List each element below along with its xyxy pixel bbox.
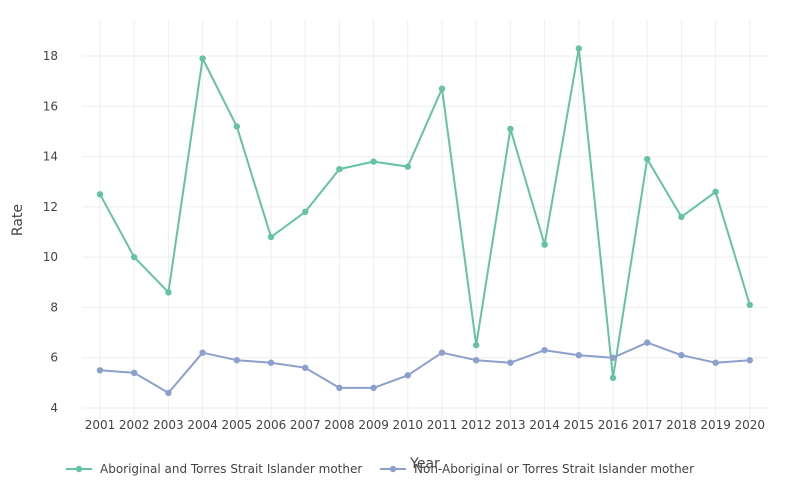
- data-point[interactable]: [575, 45, 582, 52]
- data-point[interactable]: [712, 359, 719, 366]
- data-point[interactable]: [473, 357, 480, 364]
- data-point[interactable]: [233, 357, 240, 364]
- y-tick-label: 8: [50, 300, 58, 314]
- x-tick-label: 2012: [461, 418, 492, 432]
- y-tick-label: 10: [43, 250, 58, 264]
- x-axis-title: Year: [409, 456, 440, 472]
- data-point[interactable]: [199, 349, 206, 356]
- data-point[interactable]: [404, 372, 411, 379]
- data-point[interactable]: [473, 341, 480, 349]
- legend: Aboriginal and Torres Strait Islander mo…: [66, 462, 694, 476]
- data-point[interactable]: [302, 364, 309, 371]
- y-axis-title: Rate: [10, 204, 26, 236]
- x-tick-label: 2008: [324, 418, 355, 432]
- y-tick-label: 4: [50, 401, 58, 415]
- x-tick-label: 2011: [427, 418, 458, 432]
- y-axis-ticks: 4 6 8 10 12 14 16 18: [43, 49, 58, 415]
- x-tick-label: 2004: [187, 418, 218, 432]
- data-point[interactable]: [267, 359, 275, 366]
- data-point[interactable]: [644, 155, 651, 163]
- data-point[interactable]: [609, 354, 617, 361]
- data-point[interactable]: [575, 352, 582, 359]
- y-tick-label: 14: [43, 150, 58, 164]
- x-tick-label: 2009: [358, 418, 389, 432]
- data-point[interactable]: [233, 123, 240, 130]
- data-point[interactable]: [370, 158, 377, 165]
- data-point[interactable]: [712, 188, 719, 195]
- series-line-0: [99, 47, 751, 379]
- data-point[interactable]: [165, 289, 172, 296]
- data-point[interactable]: [678, 213, 685, 221]
- data-point[interactable]: [370, 384, 377, 392]
- data-point[interactable]: [678, 352, 685, 359]
- data-point[interactable]: [302, 208, 309, 216]
- legend-entry-label[interactable]: Non-Aboriginal or Torres Strait Islander…: [414, 462, 694, 476]
- data-point[interactable]: [746, 301, 753, 309]
- data-point[interactable]: [404, 163, 411, 170]
- data-point[interactable]: [96, 367, 104, 374]
- data-point[interactable]: [199, 55, 206, 62]
- x-tick-label: 2020: [735, 418, 766, 432]
- data-point[interactable]: [507, 359, 514, 366]
- y-tick-label: 16: [43, 99, 58, 113]
- data-point[interactable]: [438, 349, 446, 356]
- y-tick-label: 6: [50, 351, 58, 365]
- x-tick-label: 2018: [666, 418, 697, 432]
- x-tick-label: 2002: [119, 418, 150, 432]
- y-tick-label: 18: [43, 49, 58, 63]
- data-point[interactable]: [609, 374, 617, 382]
- x-tick-label: 2003: [153, 418, 184, 432]
- x-tick-label: 2007: [290, 418, 321, 432]
- data-point[interactable]: [746, 357, 753, 364]
- data-point[interactable]: [541, 241, 548, 248]
- x-tick-label: 2001: [85, 418, 116, 432]
- x-tick-label: 2010: [393, 418, 424, 432]
- series-group: [96, 45, 753, 397]
- data-point[interactable]: [96, 191, 104, 198]
- data-point[interactable]: [165, 389, 172, 397]
- data-point[interactable]: [336, 165, 343, 173]
- x-tick-label: 2014: [529, 418, 560, 432]
- x-tick-label: 2017: [632, 418, 663, 432]
- data-point[interactable]: [131, 369, 138, 376]
- x-tick-label: 2016: [598, 418, 629, 432]
- x-tick-label: 2015: [564, 418, 595, 432]
- legend-swatch-marker: [389, 465, 397, 473]
- data-point[interactable]: [644, 339, 651, 346]
- x-tick-label: 2006: [256, 418, 287, 432]
- y-tick-label: 12: [43, 200, 58, 214]
- x-tick-label: 2005: [222, 418, 253, 432]
- legend-entry-label[interactable]: Aboriginal and Torres Strait Islander mo…: [100, 462, 362, 476]
- x-tick-label: 2019: [700, 418, 731, 432]
- grid: [82, 20, 768, 420]
- legend-swatch-marker: [75, 465, 83, 473]
- data-point[interactable]: [438, 85, 446, 92]
- data-point[interactable]: [507, 125, 514, 133]
- x-axis-ticks: 2001 2002 2003 2004 2005 2006 2007 2008 2009 2010…: [85, 418, 765, 432]
- data-point[interactable]: [267, 233, 275, 241]
- x-tick-label: 2013: [495, 418, 526, 432]
- data-point[interactable]: [541, 346, 548, 354]
- data-point[interactable]: [131, 253, 138, 261]
- series-line-1: [99, 341, 750, 394]
- data-point[interactable]: [336, 384, 343, 392]
